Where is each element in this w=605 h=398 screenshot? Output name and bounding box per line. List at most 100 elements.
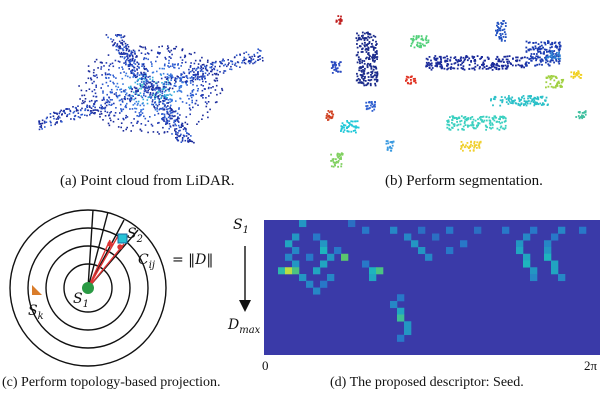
heatmap-cell (544, 253, 552, 261)
point-cloud-figure (8, 0, 293, 172)
heatmap-cell (551, 267, 559, 275)
point-cloud-points (38, 34, 264, 144)
heatmap-cell (362, 226, 370, 234)
projection-figure (0, 200, 200, 370)
heatmap-cell (306, 280, 314, 288)
point-cloud-image (38, 34, 264, 144)
heatmap-cell (397, 307, 405, 315)
heatmap-cell (579, 226, 587, 234)
heatmap-cell (306, 253, 314, 261)
heatmap-cell (292, 267, 300, 275)
x-tick-2pi: 2π (584, 358, 598, 373)
heatmap-cell (292, 260, 300, 268)
x-tick-0: 0 (262, 358, 269, 373)
heatmap-cell (404, 328, 412, 336)
heatmap-cell (446, 247, 454, 255)
heatmap-cell (348, 220, 356, 228)
heatmap-cell (502, 226, 510, 234)
heatmap-cell (327, 253, 335, 261)
heatmap-cell (390, 226, 398, 234)
heatmap-cell (313, 233, 321, 241)
heatmap-cell (292, 233, 300, 241)
heatmap-cell (474, 226, 482, 234)
heatmap-cell (320, 247, 328, 255)
heatmap-svg (264, 220, 600, 355)
heatmap-cell (320, 280, 328, 288)
red-dot-1 (107, 241, 113, 247)
caption-c: (c) Perform topology-based projection. (2, 375, 221, 390)
heatmap-cell (285, 253, 293, 261)
heatmap-cell (404, 321, 412, 329)
heatmap-cell (334, 247, 342, 255)
heatmap-cell (390, 301, 398, 309)
red-ray-3 (87, 243, 125, 289)
ring-4 (9, 209, 167, 367)
heatmap-cell (376, 267, 384, 275)
heatmap-cell (558, 226, 566, 234)
caption-b: (b) Perform segmentation. (385, 173, 543, 189)
ring-3 (27, 227, 149, 349)
down-arrow-icon (239, 246, 251, 312)
heatmap-cell (369, 274, 377, 282)
label-sk: Sk (28, 303, 44, 322)
caption-d: (d) The proposed descriptor: Seed. (330, 375, 524, 390)
label-s1: S1 (73, 291, 89, 310)
heatmap-cell (418, 226, 426, 234)
heatmap-cell (460, 240, 468, 248)
segmentation-image (325, 15, 587, 168)
heatmap-cell (544, 247, 552, 255)
ring-2 (45, 245, 131, 331)
heatmap-cell (418, 247, 426, 255)
heatmap-cell (397, 314, 405, 322)
heatmap-cell (516, 247, 524, 255)
ring-1 (63, 263, 113, 313)
heatmap-cell (446, 226, 454, 234)
heatmap-cell (278, 267, 286, 275)
heatmap-cell (313, 287, 321, 295)
heatmap-cell (327, 274, 335, 282)
heatmap-cell (544, 240, 552, 248)
heatmap-cell (320, 240, 328, 248)
heatmap-cell (397, 334, 405, 342)
seed-point-s1 (82, 282, 94, 294)
heatmap-cell (530, 267, 538, 275)
sk-segment-marker (32, 285, 42, 295)
heatmap-cell (299, 220, 307, 228)
projection-diagram (9, 209, 167, 367)
heatmap-cell (404, 233, 412, 241)
heatmap-cell (299, 274, 307, 282)
heatmap-cell (530, 274, 538, 282)
heatmap-cell (362, 260, 370, 268)
heatmap-cell (432, 233, 440, 241)
heatmap-cell (285, 267, 293, 275)
label-s2: S2 (127, 226, 143, 245)
heatmap-cell (558, 274, 566, 282)
sector-line-1 (87, 209, 94, 289)
red-ray-1 (87, 235, 119, 289)
heatmap-cell (523, 260, 531, 268)
heatmap-cell (411, 240, 419, 248)
heatmap-cell (397, 294, 405, 302)
sector-line-2 (87, 211, 109, 289)
segmentation-figure (315, 0, 600, 172)
segmentation-clusters (325, 15, 587, 168)
caption-a: (a) Point cloud from LiDAR. (60, 173, 235, 189)
heatmap-cell (320, 260, 328, 268)
heatmap-cell (285, 240, 293, 248)
heatmap-cell (551, 260, 559, 268)
red-dot-2 (117, 244, 123, 250)
label-norm-d: = ‖D‖ (172, 252, 214, 268)
heatmap-cell (425, 253, 433, 261)
heatmap-cell (292, 247, 300, 255)
heatmap-cell (369, 267, 377, 275)
heatmap-cell (551, 233, 559, 241)
label-cij: Cij (138, 252, 156, 271)
heatmap-cell (516, 240, 524, 248)
heatmap-cell (313, 267, 321, 275)
heatmap-cell (530, 226, 538, 234)
axis-label-dmax: Dmax (228, 317, 261, 336)
heatmap-cell (523, 233, 531, 241)
heatmap-cell (341, 253, 349, 261)
s2-segment-marker (117, 233, 128, 244)
axis-label-s1: S1 (233, 217, 249, 236)
